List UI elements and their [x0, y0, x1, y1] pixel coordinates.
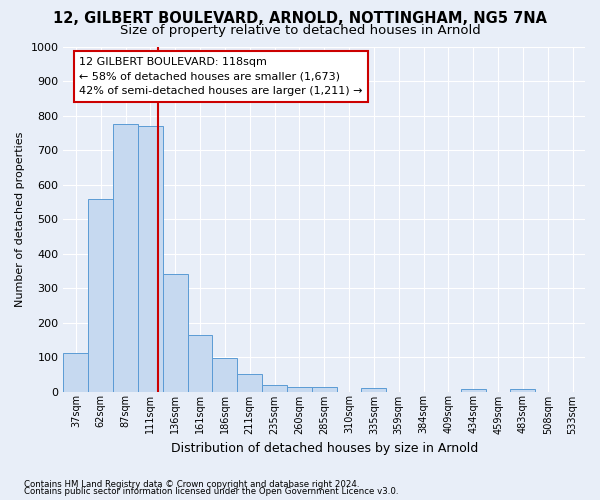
X-axis label: Distribution of detached houses by size in Arnold: Distribution of detached houses by size … — [170, 442, 478, 455]
Bar — [212, 358, 237, 392]
Bar — [188, 336, 212, 392]
Bar — [361, 388, 386, 392]
Text: 12, GILBERT BOULEVARD, ARNOLD, NOTTINGHAM, NG5 7NA: 12, GILBERT BOULEVARD, ARNOLD, NOTTINGHA… — [53, 11, 547, 26]
Text: Contains HM Land Registry data © Crown copyright and database right 2024.: Contains HM Land Registry data © Crown c… — [24, 480, 359, 489]
Bar — [163, 274, 188, 392]
Y-axis label: Number of detached properties: Number of detached properties — [15, 132, 25, 306]
Bar — [461, 389, 485, 392]
Bar — [64, 353, 88, 392]
Bar — [511, 389, 535, 392]
Text: 12 GILBERT BOULEVARD: 118sqm
← 58% of detached houses are smaller (1,673)
42% of: 12 GILBERT BOULEVARD: 118sqm ← 58% of de… — [79, 57, 362, 96]
Text: Size of property relative to detached houses in Arnold: Size of property relative to detached ho… — [119, 24, 481, 37]
Text: Contains public sector information licensed under the Open Government Licence v3: Contains public sector information licen… — [24, 488, 398, 496]
Bar — [113, 124, 138, 392]
Bar — [287, 387, 312, 392]
Bar — [237, 374, 262, 392]
Bar — [138, 126, 163, 392]
Bar — [262, 386, 287, 392]
Bar — [312, 387, 337, 392]
Bar — [88, 199, 113, 392]
